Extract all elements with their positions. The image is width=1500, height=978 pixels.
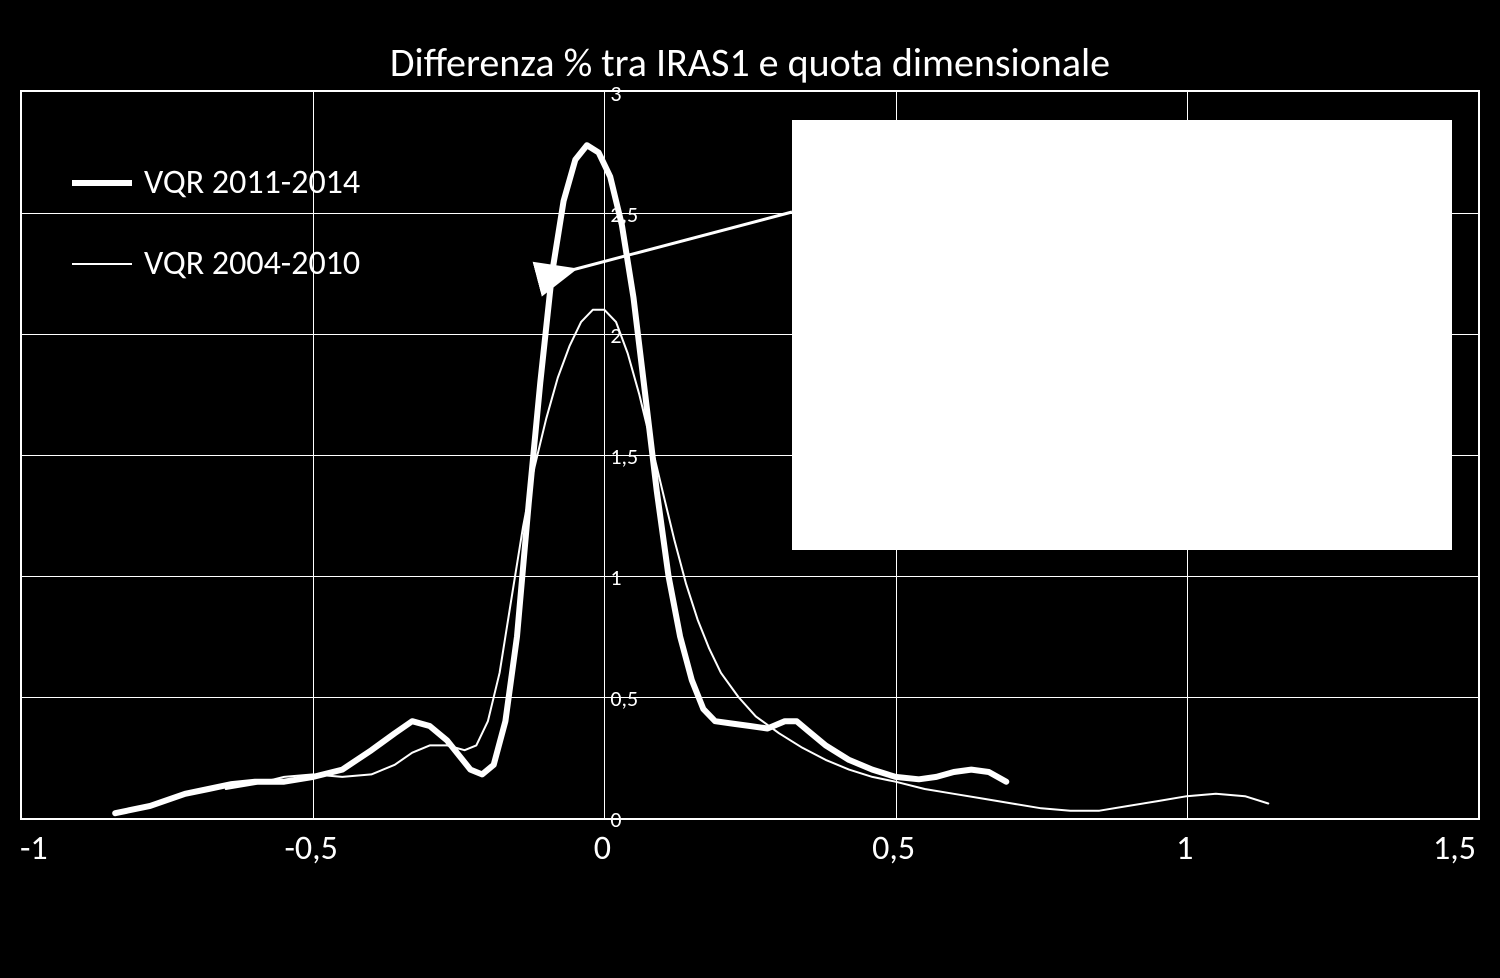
legend-item: VQR 2004-2010	[72, 243, 360, 284]
chart-title: Differenza % tra IRAS1 e quota dimension…	[0, 38, 1500, 87]
legend-label: VQR 2004-2010	[144, 243, 360, 284]
x-tick-label: 0,5	[872, 828, 915, 869]
x-tick-label: 1	[1176, 828, 1193, 869]
plot-area: 00,511,522,53 VQR 2011-2014VQR 2004-2010	[20, 90, 1480, 820]
legend: VQR 2011-2014 VQR 2004-2010	[72, 162, 360, 324]
x-tick-label: 1,5	[1433, 828, 1476, 869]
legend-label: VQR 2011-2014	[144, 162, 360, 203]
legend-swatch	[72, 263, 132, 265]
chart-container: Differenza % tra IRAS1 e quota dimension…	[0, 0, 1500, 978]
annotation-arrow-line	[572, 212, 792, 270]
x-tick-label: -0,5	[285, 828, 338, 869]
legend-swatch	[72, 180, 132, 186]
x-tick-label: 0	[594, 828, 611, 869]
legend-item: VQR 2011-2014	[72, 162, 360, 203]
x-axis-tick-labels: -1 -0,5 0 0,5 1 1,5	[20, 828, 1480, 878]
x-tick-label: -1	[20, 828, 48, 869]
